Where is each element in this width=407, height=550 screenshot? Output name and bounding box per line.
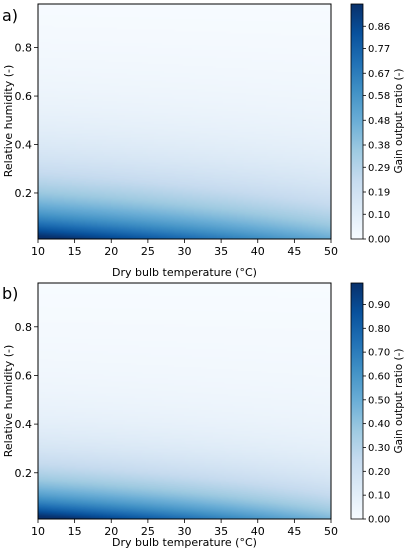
colorbar-tick-label: 0.19 [368, 188, 390, 199]
colorbar-tick-label: 0.00 [368, 515, 390, 526]
x-tick-label: 20 [104, 245, 118, 258]
colorbar-tick-label: 0.30 [368, 443, 390, 454]
x-tick-label: 25 [141, 245, 155, 258]
colorbar-label: Gain output ratio (-) [393, 349, 405, 454]
x-tick-label: 35 [214, 525, 228, 538]
y-tick-label: 0.6 [15, 90, 33, 103]
panel-label: b) [2, 284, 18, 303]
colorbar-tick-label: 0.48 [368, 116, 390, 127]
y-tick-label: 0.4 [15, 139, 33, 152]
x-axis-label: Dry bulb temperature (°C) [112, 266, 257, 279]
y-tick-label: 0.8 [15, 42, 33, 55]
heatmap-area [38, 4, 331, 239]
y-tick-label: 0.8 [15, 321, 33, 334]
colorbar-tick-label: 0.00 [368, 235, 390, 246]
x-tick-label: 25 [141, 525, 155, 538]
colorbar-tick-label: 0.40 [368, 419, 390, 430]
colorbar-tick-label: 0.20 [368, 467, 390, 478]
heatmap-area [38, 283, 331, 519]
colorbar-tick-label: 0.70 [368, 348, 390, 359]
x-tick-label: 15 [68, 245, 82, 258]
x-tick-label: 40 [251, 525, 265, 538]
x-tick-label: 10 [31, 245, 45, 258]
x-axis: 10 15 20 25 30 35 40 45 50 [31, 239, 338, 258]
colorbar-tick-label: 0.67 [368, 69, 390, 80]
x-tick-label: 10 [31, 525, 45, 538]
x-tick-label: 30 [178, 245, 192, 258]
colorbar-tick-label: 0.58 [368, 91, 390, 102]
colorbar [350, 282, 364, 520]
colorbar-tick-label: 0.86 [368, 22, 390, 33]
colorbar-tick-label: 0.80 [368, 324, 390, 335]
x-tick-label: 40 [251, 245, 265, 258]
colorbar [350, 3, 364, 240]
heatmap-image [38, 283, 331, 519]
colorbar-tick-label: 0.77 [368, 44, 390, 55]
heatmap-image [38, 4, 331, 239]
colorbar-tick-label: 0.50 [368, 395, 390, 406]
y-axis: 0.2 0.4 0.6 0.8 [15, 321, 38, 480]
y-tick-label: 0.2 [15, 187, 33, 200]
x-tick-label: 50 [324, 525, 338, 538]
x-axis-label: Dry bulb temperature (°C) [112, 536, 257, 549]
x-tick-label: 45 [287, 245, 301, 258]
colorbar-tick-label: 0.29 [368, 163, 390, 174]
y-axis-label: Relative humidity (-) [2, 65, 15, 177]
colorbar-ticks: 0.00 0.10 0.19 0.29 0.38 0.48 0.58 0.67 0.77 0.86 [363, 22, 390, 246]
y-tick-label: 0.6 [15, 369, 33, 382]
x-tick-label: 30 [178, 525, 192, 538]
colorbar-tick-label: 0.38 [368, 141, 390, 152]
x-tick-label: 15 [68, 525, 82, 538]
y-tick-label: 0.4 [15, 418, 33, 431]
y-axis: 0.2 0.4 0.6 0.8 [15, 42, 38, 200]
colorbar-label: Gain output ratio (-) [393, 69, 405, 174]
x-tick-label: 35 [214, 245, 228, 258]
colorbar-tick-label: 0.10 [368, 210, 390, 221]
y-tick-label: 0.2 [15, 467, 33, 480]
colorbar-tick-label: 0.60 [368, 371, 390, 382]
x-tick-label: 45 [287, 525, 301, 538]
colorbar-tick-label: 0.90 [368, 300, 390, 311]
chart-panel-b: b) 10 15 20 25 30 35 40 45 50 0.2 0.4 0.6 0.8 Dry b… [2, 282, 405, 549]
x-axis: 10 15 20 25 30 35 40 45 50 [31, 519, 338, 538]
colorbar-ticks: 0.00 0.10 0.20 0.30 0.40 0.50 0.60 0.70 0.80 0.90 [363, 300, 390, 526]
x-tick-label: 50 [324, 245, 338, 258]
panel-label: a) [2, 6, 18, 25]
x-tick-label: 20 [104, 525, 118, 538]
colorbar-tick-label: 0.10 [368, 491, 390, 502]
y-axis-label: Relative humidity (-) [2, 345, 15, 457]
chart-panel-a: a) 10 15 20 25 30 35 40 45 50 0.2 0.4 0.6 0.8 Dry b… [2, 3, 405, 279]
